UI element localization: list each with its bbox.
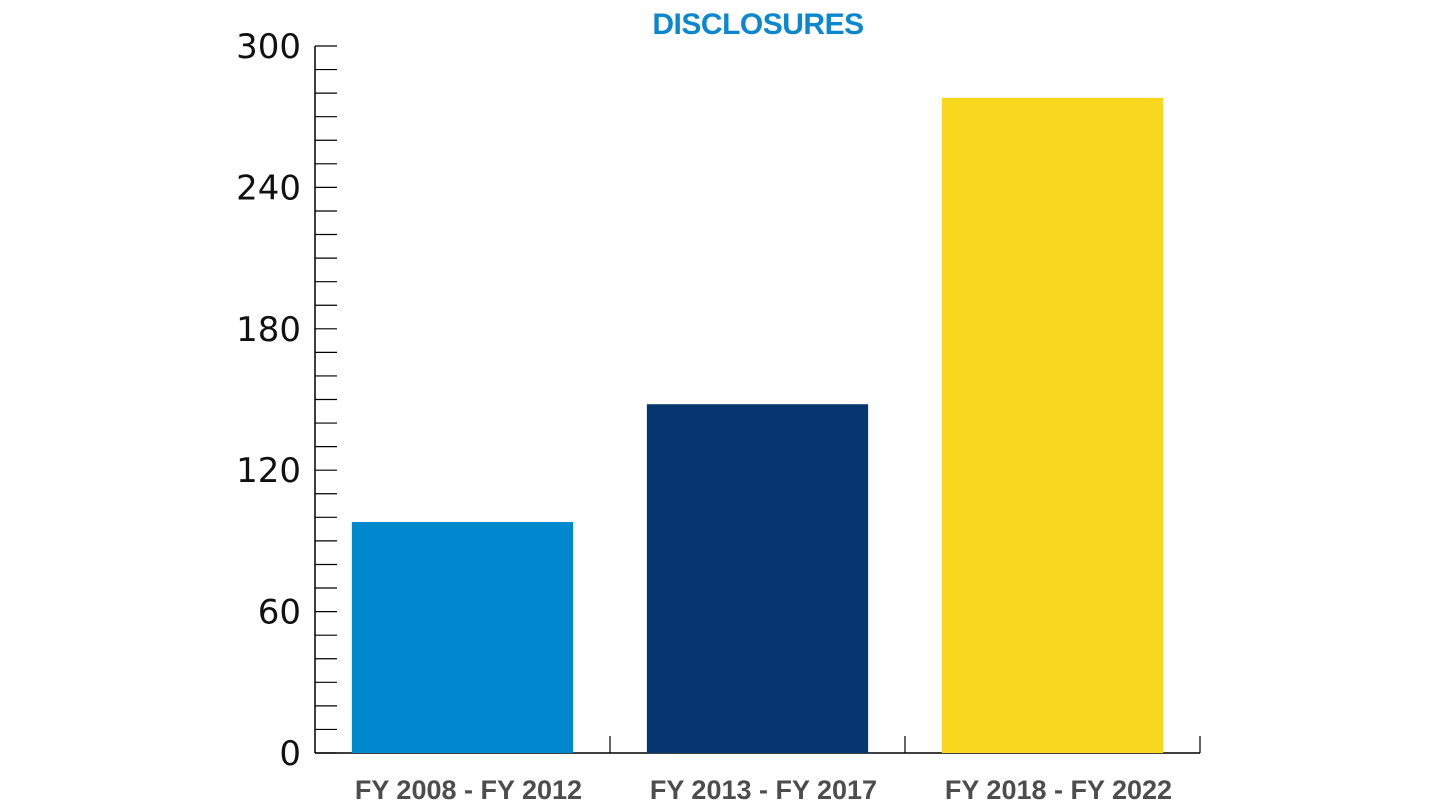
x-tick-label: FY 2008 - FY 2012 — [355, 775, 582, 805]
y-tick-label: 180 — [236, 310, 301, 350]
y-tick-label: 240 — [236, 168, 301, 208]
y-tick-label: 300 — [236, 27, 301, 67]
tick-labels: 0 60 120 180 240 300 FY 2008 - FY 2012 FY 2013 … — [236, 27, 1172, 805]
bar — [351, 522, 574, 753]
bars — [351, 97, 1164, 753]
y-tick-label: 120 — [236, 451, 301, 491]
bar — [941, 97, 1164, 753]
bar — [646, 404, 869, 753]
y-tick-label: 0 — [279, 734, 301, 774]
x-tick-label: FY 2018 - FY 2022 — [945, 775, 1172, 805]
x-tick-label: FY 2013 - FY 2017 — [650, 775, 877, 805]
chart-title: DISCLOSURES — [652, 8, 863, 41]
y-tick-label: 60 — [258, 593, 301, 633]
